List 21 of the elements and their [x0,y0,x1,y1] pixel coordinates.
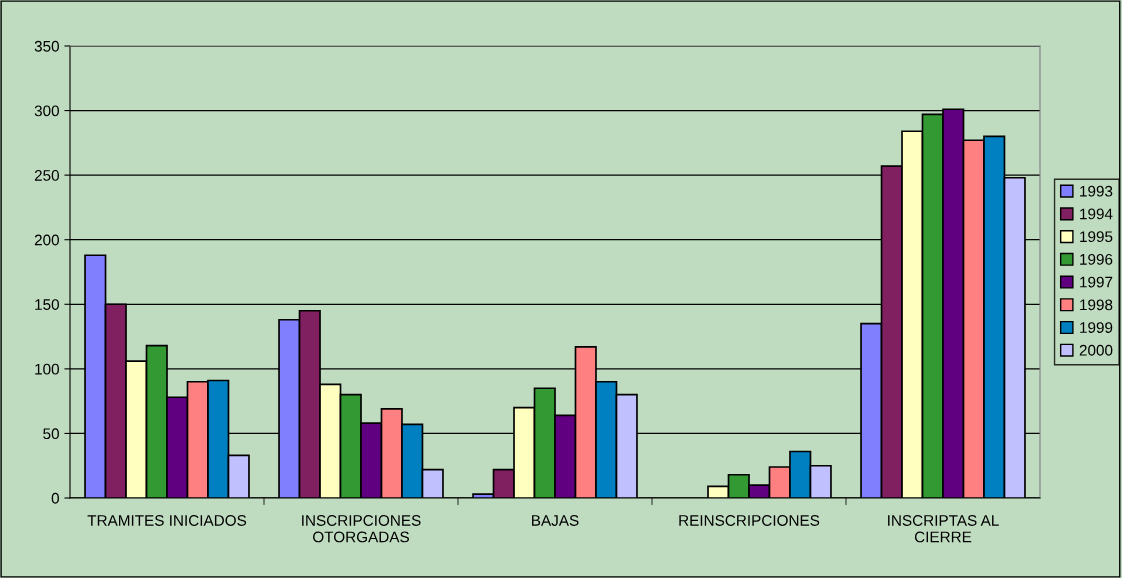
y-tick-label: 50 [43,428,59,440]
legend-label: 1997 [1080,276,1113,288]
x-tick-label: BAJAS [532,515,579,526]
legend-label: 1994 [1080,208,1113,220]
y-tick-label: 100 [35,363,59,375]
x-tick-label: TRAMITES INICIADOS [87,515,247,526]
legend-label: 1999 [1080,322,1113,333]
legend-label: 1993 [1080,185,1113,197]
y-tick-label: 250 [34,170,59,181]
x-tick-label: INSCRIPTAS AL CIERRE [888,515,999,543]
y-tick-label: 0 [51,492,59,504]
y-tick-label: 150 [35,299,59,310]
legend-label: 1995 [1080,231,1113,243]
legend-label: 1996 [1080,253,1113,265]
legend-label: 1998 [1080,299,1113,311]
y-tick-label: 300 [34,105,59,117]
y-tick-label: 200 [34,234,59,246]
x-tick-label: INSCRIPCIONES OTORGADAS [302,515,421,543]
x-tick-label: REINSCRIPCIONES [679,515,820,526]
legend-label: 2000 [1079,344,1113,356]
y-tick-label: 350 [34,40,59,52]
